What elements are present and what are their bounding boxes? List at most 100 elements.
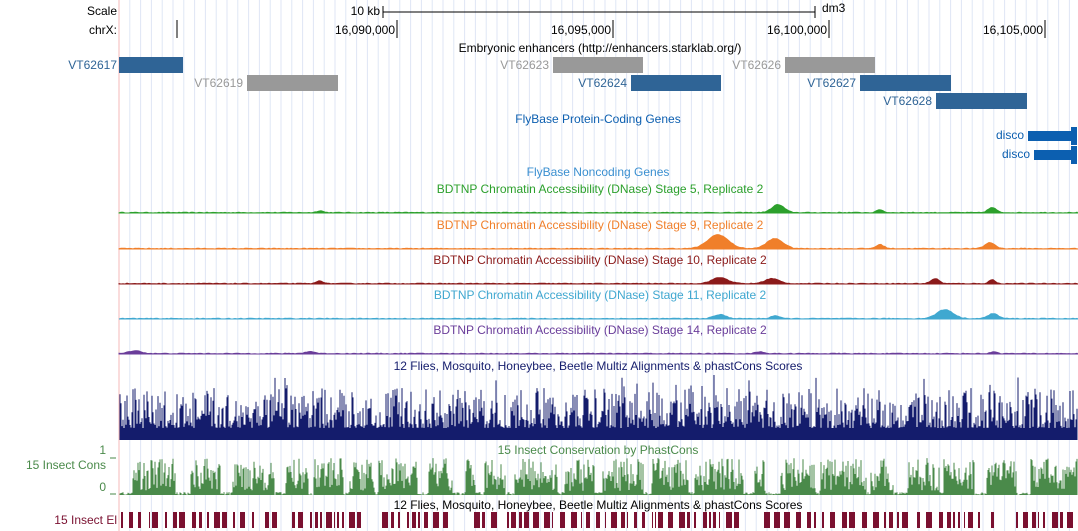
element-block <box>1038 512 1039 528</box>
element-block <box>482 512 485 528</box>
element-block <box>822 512 824 528</box>
element-block <box>292 512 295 528</box>
element-block <box>391 512 394 528</box>
element-block <box>552 512 553 528</box>
track-label: 15 Insect Cons <box>26 458 106 472</box>
element-block <box>830 512 835 528</box>
element-block <box>544 512 550 528</box>
element-block <box>207 512 209 528</box>
enhancer <box>247 75 338 91</box>
element-block <box>1060 512 1063 528</box>
element-block <box>524 512 529 528</box>
element-block <box>173 512 177 528</box>
signal <box>118 309 1078 320</box>
element-block <box>1043 512 1045 528</box>
enhancer <box>860 75 951 91</box>
axis-min: 0 <box>99 480 106 494</box>
element-block <box>703 512 707 528</box>
element-block <box>947 512 951 528</box>
element-block <box>814 512 816 528</box>
track-title: BDTNP Chromatin Accessibility (DNase) St… <box>437 182 764 196</box>
element-block <box>320 512 322 528</box>
element-block <box>709 512 711 528</box>
element-block <box>991 512 994 528</box>
element-block <box>240 512 245 528</box>
element-block <box>958 512 960 528</box>
element-block <box>433 512 439 528</box>
element-block <box>634 512 637 528</box>
element-block <box>138 512 141 528</box>
element-block <box>149 512 150 528</box>
element-block <box>734 512 739 528</box>
ruler-position: 16,095,000 <box>551 23 611 37</box>
element-block <box>713 512 716 528</box>
element-block <box>953 512 955 528</box>
enhancer-label: VT62627 <box>807 76 856 90</box>
element-block <box>719 512 720 528</box>
track-title: BDTNP Chromatin Accessibility (DNase) St… <box>433 253 767 267</box>
gene-label: disco <box>996 128 1024 142</box>
element-block <box>474 512 480 528</box>
chrom-label: chrX: <box>89 23 117 37</box>
element-block <box>627 512 628 528</box>
element-block <box>252 512 254 528</box>
element-block <box>652 512 653 528</box>
element-block <box>1052 512 1058 528</box>
scale-length: 10 kb <box>351 4 381 18</box>
element-block <box>964 512 965 528</box>
element-block <box>398 512 400 528</box>
element-block <box>407 512 409 528</box>
element-block <box>412 512 416 528</box>
element-block <box>889 512 893 528</box>
enhancer <box>119 57 183 73</box>
element-block <box>315 512 318 528</box>
element-block <box>382 512 388 528</box>
gene-end <box>1071 146 1077 164</box>
element-block <box>605 512 606 528</box>
element-block <box>214 512 220 528</box>
element-block <box>165 512 167 528</box>
element-block <box>1016 512 1018 528</box>
track-title: 15 Insect Conservation by PhastCons <box>498 443 699 457</box>
element-block <box>611 512 617 528</box>
ruler-position: 16,100,000 <box>767 23 827 37</box>
element-block <box>443 512 448 528</box>
track-title: FlyBase Noncoding Genes <box>527 165 670 179</box>
ruler-position: 16,090,000 <box>335 23 395 37</box>
element-block <box>349 512 355 528</box>
element-block <box>784 512 790 528</box>
element-block <box>511 512 516 528</box>
element-block <box>621 512 625 528</box>
element-block <box>342 512 344 528</box>
gene-end <box>1071 127 1077 145</box>
element-block <box>807 512 811 528</box>
enhancer-label: VT62628 <box>883 94 932 108</box>
element-block <box>1023 512 1028 528</box>
track-title: Embryonic enhancers (http://enhancers.st… <box>459 41 742 55</box>
element-block <box>507 512 509 528</box>
signal <box>118 234 1078 250</box>
element-block <box>917 512 920 528</box>
element-block <box>902 512 908 528</box>
element-block <box>968 512 973 528</box>
element-block <box>533 512 539 528</box>
element-block <box>571 512 577 528</box>
enhancer-label: VT62624 <box>578 76 627 90</box>
signal <box>118 203 1078 214</box>
element-block <box>694 512 696 528</box>
element-block <box>491 512 497 528</box>
element-block <box>926 512 932 528</box>
enhancer-label: VT62626 <box>732 58 781 72</box>
enhancer-label: VT62623 <box>500 58 549 72</box>
track-title: 12 Flies, Mosquito, Honeybee, Beetle Mul… <box>394 359 803 373</box>
element-block <box>726 512 732 528</box>
ruler-position: 16,105,000 <box>983 23 1043 37</box>
element-block <box>519 512 522 528</box>
element-block <box>658 512 663 528</box>
element-block <box>233 512 235 528</box>
element-block <box>1032 512 1036 528</box>
element-block <box>764 512 770 528</box>
element-block <box>679 512 685 528</box>
element-block <box>596 512 600 528</box>
